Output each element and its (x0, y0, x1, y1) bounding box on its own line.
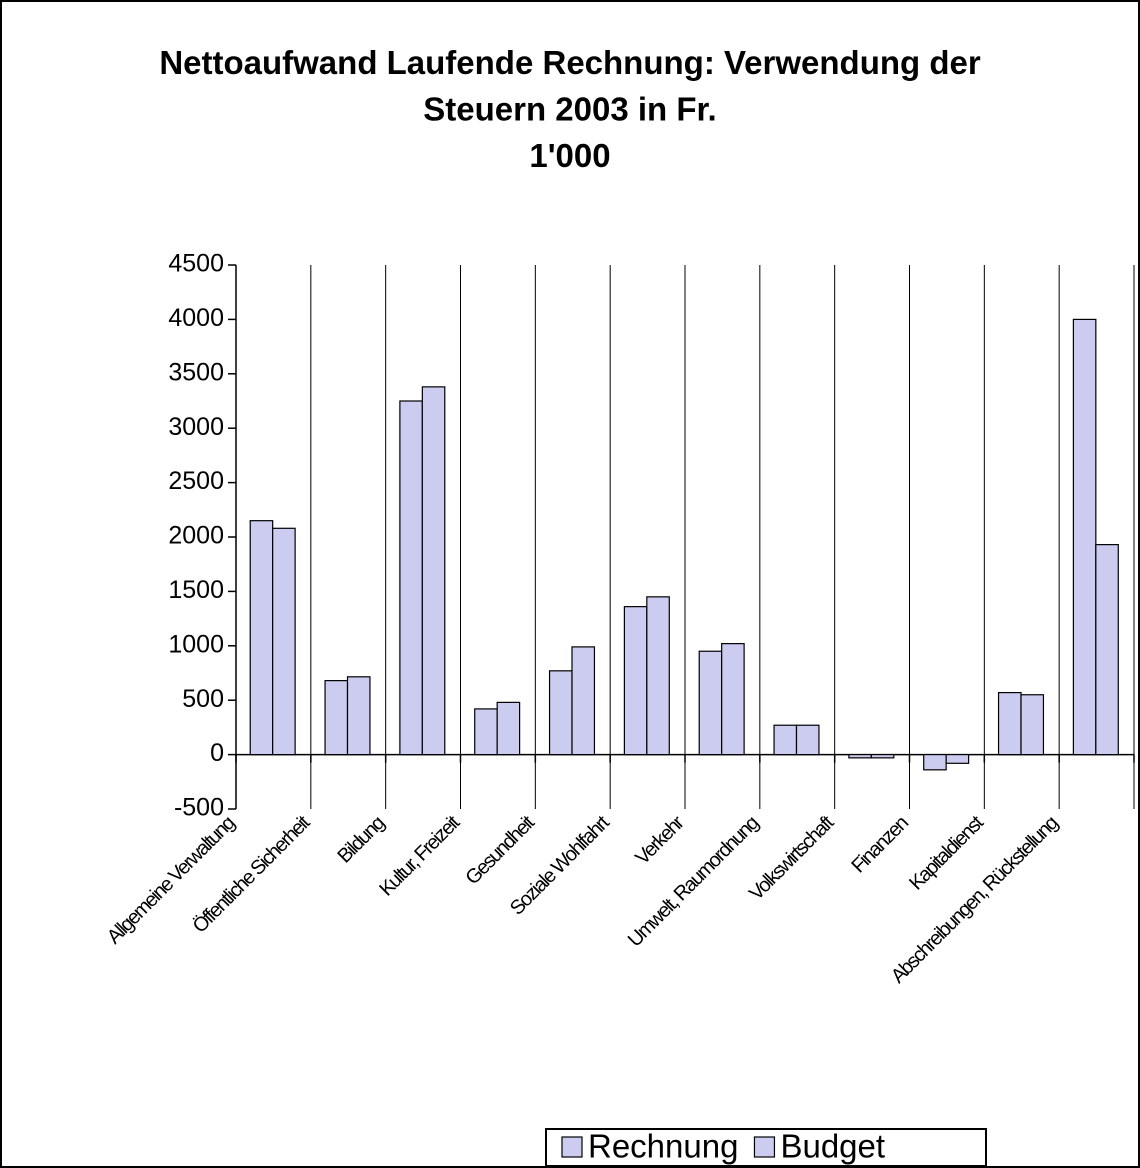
bar (795, 724, 820, 756)
bar (698, 650, 723, 756)
bar (646, 596, 670, 756)
bar (623, 606, 648, 756)
bar (421, 386, 446, 756)
legend: Rechnung Budget (545, 1128, 987, 1167)
bar (474, 708, 498, 756)
bar (721, 643, 745, 756)
bar (272, 527, 296, 756)
y-tick-label: 1000 (168, 630, 224, 658)
bar (1095, 544, 1119, 756)
legend-label: Budget (780, 1128, 885, 1165)
legend-label: Rechnung (588, 1128, 738, 1165)
y-tick-label: 4000 (168, 304, 224, 332)
bar (346, 676, 371, 756)
bar (571, 646, 596, 756)
bar (848, 753, 872, 759)
legend-swatch (753, 1136, 776, 1158)
bar (945, 753, 970, 764)
y-tick-label: 1500 (168, 576, 224, 604)
bar (249, 520, 274, 756)
y-tick-label: 0 (210, 739, 224, 767)
bar (923, 753, 947, 771)
bar (773, 724, 798, 756)
bar (1072, 318, 1097, 756)
y-tick-label: 2500 (168, 467, 224, 495)
y-tick-label: 3000 (168, 413, 224, 441)
chart-title: Nettoaufwand Laufende Rechnung: Verwendu… (159, 44, 981, 174)
bar (870, 753, 895, 759)
y-tick-label: 2000 (168, 522, 224, 550)
y-tick-label: 3500 (168, 358, 224, 386)
bar (1020, 694, 1045, 756)
legend-swatch (561, 1136, 583, 1158)
y-tick-label: 4500 (168, 250, 224, 278)
bar (496, 701, 521, 756)
bar (997, 691, 1022, 756)
y-tick-label: 500 (182, 685, 224, 713)
bar (399, 400, 423, 756)
y-tick-label: -500 (174, 794, 224, 822)
bar (548, 670, 573, 756)
bar (324, 680, 349, 756)
